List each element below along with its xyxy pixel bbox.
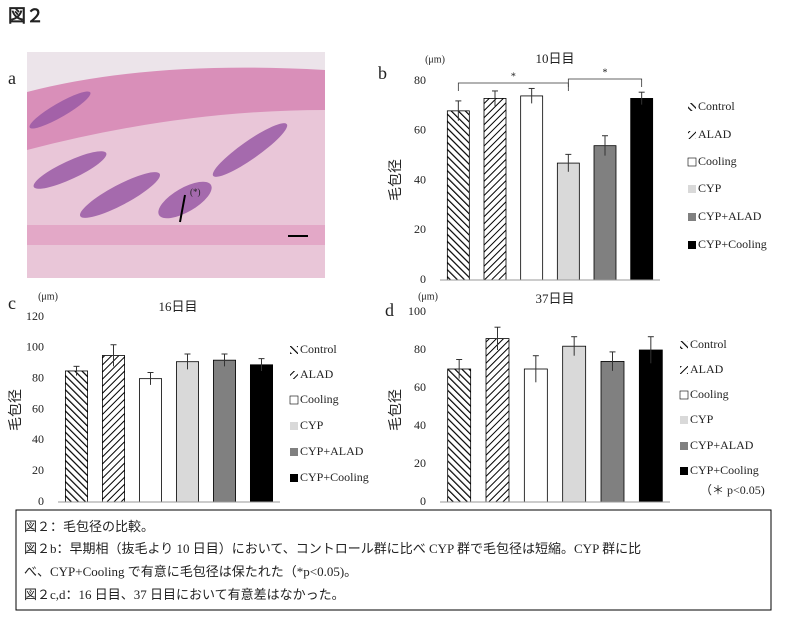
- y-axis-label: 毛包径: [8, 389, 24, 431]
- legend-label: CYP+Cooling: [690, 463, 759, 477]
- significance-bracket: [457, 82, 569, 91]
- caption-line: 図２b：早期相（抜毛より 10 日目）において、コントロール群に比べ CYP 群…: [24, 541, 641, 556]
- bar: [138, 378, 162, 503]
- legend-swatch: [688, 131, 696, 139]
- y-tick-label: 100: [408, 304, 426, 318]
- bar: [212, 359, 236, 503]
- histology-image: (*): [27, 52, 325, 278]
- y-tick-label: 20: [32, 463, 44, 477]
- unit-label: (μm): [418, 291, 438, 302]
- legend-swatch: [688, 213, 696, 221]
- legend-swatch: [680, 442, 688, 450]
- y-tick-label: 120: [26, 309, 44, 323]
- legend-label: ALAD: [698, 127, 732, 141]
- legend-label: CYP+ALAD: [300, 444, 364, 458]
- figure-title: 図２: [8, 6, 44, 26]
- legend-label: ALAD: [300, 367, 334, 381]
- significance-label: *: [603, 67, 608, 78]
- y-tick-label: 60: [414, 380, 426, 394]
- caption-line: 図２c,d：16 日目、37 日目において有意差はなかった。: [24, 587, 345, 602]
- panel-label: a: [8, 68, 16, 88]
- legend-label: CYP: [300, 418, 324, 432]
- y-tick-label: 80: [32, 370, 44, 384]
- legend-swatch: [289, 395, 299, 405]
- legend-label: CYP+ALAD: [698, 209, 762, 223]
- y-tick-label: 20: [414, 222, 426, 236]
- bar: [485, 338, 510, 503]
- bar: [556, 162, 580, 281]
- legend-label: Control: [690, 337, 727, 351]
- bar: [446, 110, 470, 281]
- bar: [600, 360, 625, 503]
- y-tick-label: 60: [414, 123, 426, 137]
- caption-line: べ、CYP+Cooling で有意に毛包径は保たれた（*p<0.05)。: [24, 564, 357, 579]
- legend-swatch: [688, 185, 696, 193]
- y-tick-label: 60: [32, 401, 44, 415]
- legend-swatch: [290, 371, 298, 379]
- legend-label: Cooling: [698, 154, 737, 168]
- caption-line: 図２：毛包径の比較。: [24, 519, 154, 534]
- legend-swatch: [688, 241, 696, 249]
- y-tick-label: 80: [414, 342, 426, 356]
- significance-bracket: [567, 78, 643, 87]
- chart-title: 10日目: [535, 51, 574, 66]
- bar: [175, 361, 199, 503]
- legend-swatch: [290, 346, 298, 354]
- legend-label: Control: [698, 99, 735, 113]
- y-tick-label: 20: [414, 456, 426, 470]
- legend-swatch: [680, 467, 688, 475]
- significance-label: *: [511, 71, 516, 82]
- image-annotation: (*): [190, 187, 201, 197]
- legend-swatch: [679, 390, 689, 400]
- y-tick-label: 40: [414, 418, 426, 432]
- legend-label: CYP: [690, 412, 714, 426]
- legend-label: ALAD: [690, 362, 724, 376]
- y-tick-label: 40: [32, 432, 44, 446]
- unit-label: (μm): [38, 291, 58, 302]
- legend-swatch: [680, 366, 688, 374]
- bar: [483, 98, 507, 281]
- legend-label: CYP+ALAD: [690, 438, 754, 452]
- y-tick-label: 0: [420, 494, 426, 508]
- y-tick-label: 0: [38, 494, 44, 508]
- y-axis-label: 毛包径: [388, 159, 404, 201]
- legend-swatch: [680, 341, 688, 349]
- chart-title: 16日目: [158, 299, 197, 314]
- legend-label: Cooling: [690, 387, 729, 401]
- bar: [447, 368, 472, 503]
- bar: [630, 98, 654, 281]
- legend-swatch: [688, 103, 696, 111]
- bar: [562, 345, 587, 503]
- legend-label: CYP+Cooling: [300, 470, 369, 484]
- panel-label: d: [385, 300, 394, 320]
- y-tick-label: 40: [414, 172, 426, 186]
- caption-box: [15, 509, 772, 611]
- legend-label: CYP: [698, 181, 722, 195]
- bar: [249, 364, 273, 503]
- legend-swatch: [290, 474, 298, 482]
- bar: [593, 145, 617, 281]
- y-axis-label: 毛包径: [388, 389, 404, 431]
- y-tick-label: 80: [414, 73, 426, 87]
- legend-swatch: [687, 157, 697, 167]
- legend-swatch: [680, 416, 688, 424]
- bar: [102, 355, 126, 503]
- legend-swatch: [290, 448, 298, 456]
- y-tick-label: 100: [26, 340, 44, 354]
- unit-label: (μm): [425, 54, 445, 65]
- note: （＊ p<0.05): [700, 483, 765, 497]
- panel-label: c: [8, 293, 16, 313]
- legend-swatch: [290, 422, 298, 430]
- bar: [65, 370, 89, 503]
- bar: [520, 95, 544, 281]
- legend-label: Cooling: [300, 392, 339, 406]
- legend-label: CYP+Cooling: [698, 237, 767, 251]
- panel-label: b: [378, 63, 387, 83]
- legend-label: Control: [300, 342, 337, 356]
- bar: [523, 368, 548, 503]
- chart-title: 37日目: [535, 291, 574, 306]
- y-tick-label: 0: [420, 272, 426, 286]
- bar: [638, 349, 663, 503]
